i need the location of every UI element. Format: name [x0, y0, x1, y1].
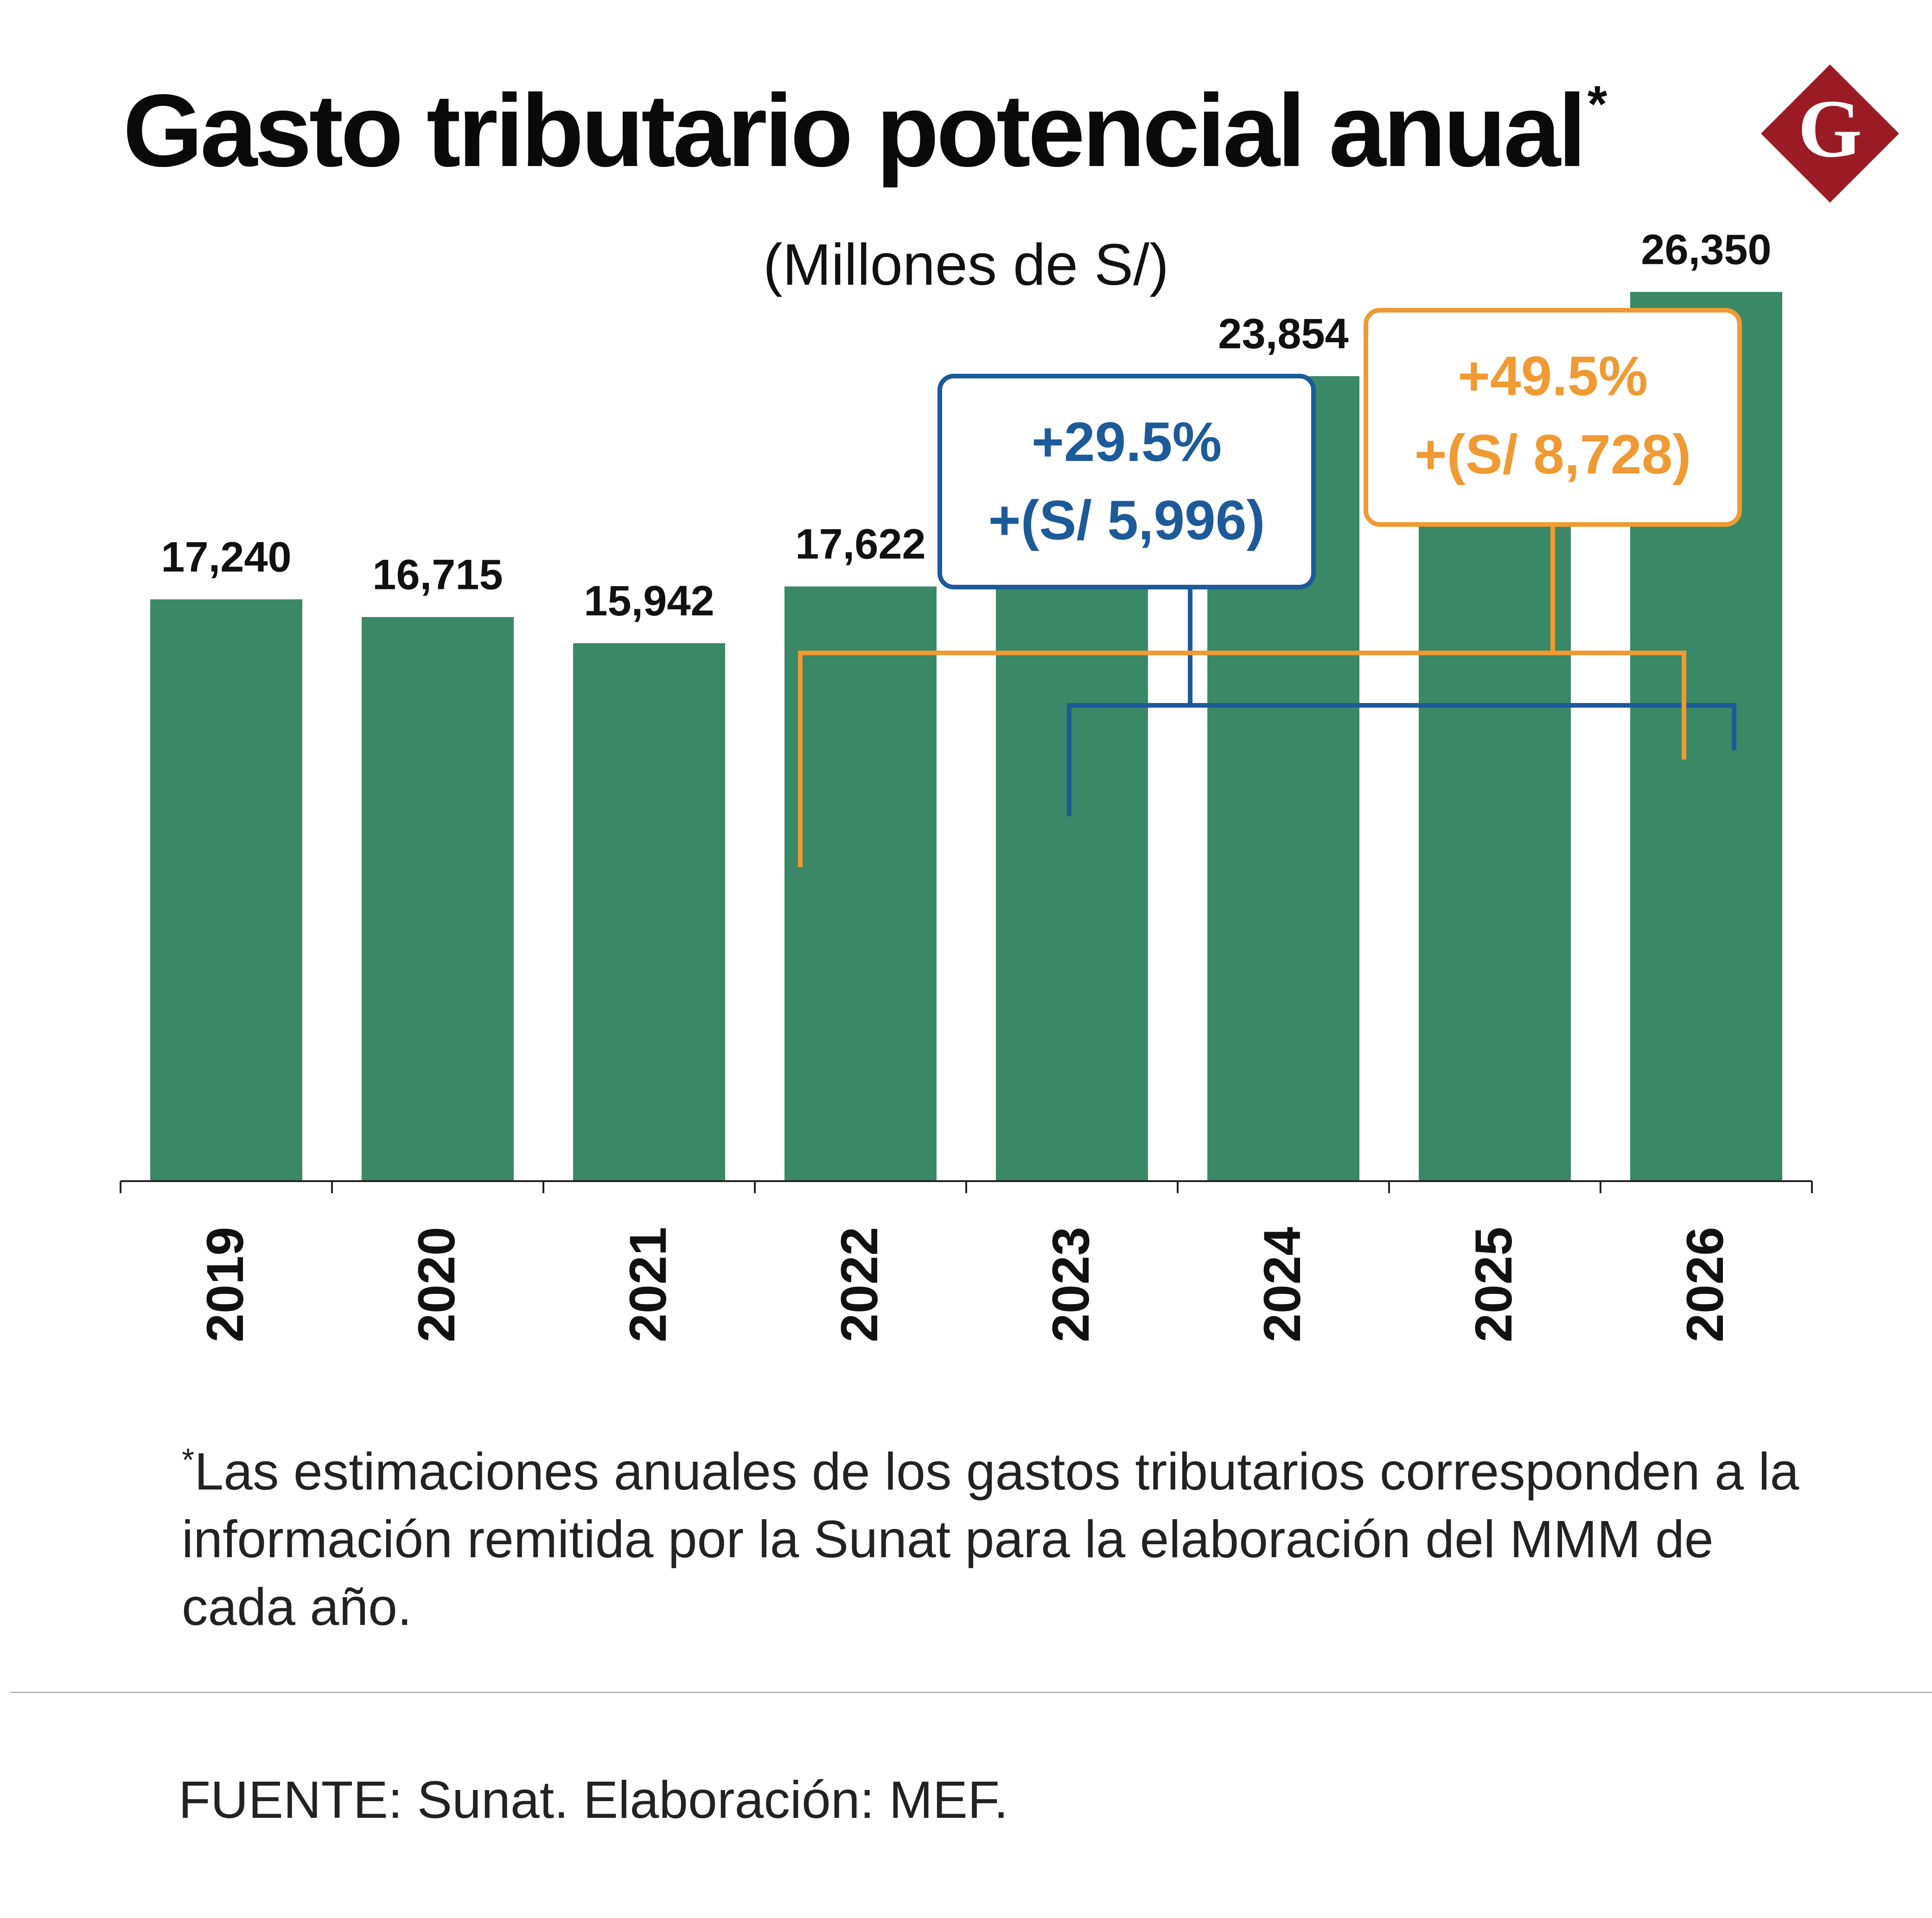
- chart-title-text: Gasto tributario potencial anual: [123, 73, 1587, 188]
- x-tick-label-2019: 2019: [196, 1227, 254, 1342]
- x-tick-label-2021: 2021: [619, 1227, 677, 1342]
- divider: [10, 1692, 1932, 1693]
- value-label-2022: 17,622: [795, 521, 925, 568]
- annotation-bracket: [798, 651, 1686, 867]
- value-label-2026: 26,350: [1641, 226, 1771, 273]
- x-tick-label-2022: 2022: [830, 1227, 888, 1342]
- bar-2023: [996, 494, 1148, 1181]
- x-tick-label-2024: 2024: [1253, 1227, 1311, 1342]
- value-label-2019: 17,240: [161, 533, 291, 581]
- chart-subtitle: (Millones de S/): [763, 232, 1169, 297]
- annotation-box: [1364, 308, 1742, 527]
- g-diamond-icon: G: [1761, 64, 1899, 203]
- logo-diamond: [1761, 64, 1899, 203]
- value-label-2024: 23,854: [1218, 310, 1348, 358]
- x-tick-label-2025: 2025: [1465, 1227, 1523, 1342]
- annotation-bracket: [1067, 703, 1736, 816]
- bar-2022: [784, 586, 937, 1181]
- annotation-amount: +(S/ 5,996): [988, 489, 1265, 551]
- x-tick-label-2020: 2020: [408, 1227, 465, 1342]
- bar-chart: 17,240 2019 16,715 2020 15,942 2021 17,622 2022…: [120, 226, 1813, 1343]
- annotation-percent: +49.5%: [1458, 345, 1648, 407]
- footnote-asterisk: *: [182, 1442, 195, 1478]
- value-label-2021: 15,942: [584, 577, 714, 625]
- annotation-amount: +(S/ 8,728): [1414, 423, 1691, 486]
- bar-2021: [573, 643, 725, 1181]
- footnote-text: Las estimaciones anuales de los gastos t…: [182, 1442, 1799, 1636]
- bar-2020: [362, 617, 514, 1181]
- source-note: FUENTE: Sunat. Elaboración: MEF.: [179, 1771, 1008, 1829]
- logo-letter: G: [1798, 83, 1862, 174]
- annotation-box: [937, 374, 1316, 589]
- chart-title: Gasto tributario potencial anual*: [123, 76, 1607, 183]
- annotation-percent: +29.5%: [1032, 411, 1222, 473]
- x-tick-label-2023: 2023: [1042, 1227, 1100, 1342]
- footnote: *Las estimaciones anuales de los gastos …: [182, 1426, 1804, 1641]
- title-asterisk: *: [1587, 76, 1607, 133]
- bar-2019: [150, 599, 302, 1181]
- x-tick-label-2026: 2026: [1676, 1227, 1734, 1342]
- value-label-2020: 16,715: [372, 551, 503, 599]
